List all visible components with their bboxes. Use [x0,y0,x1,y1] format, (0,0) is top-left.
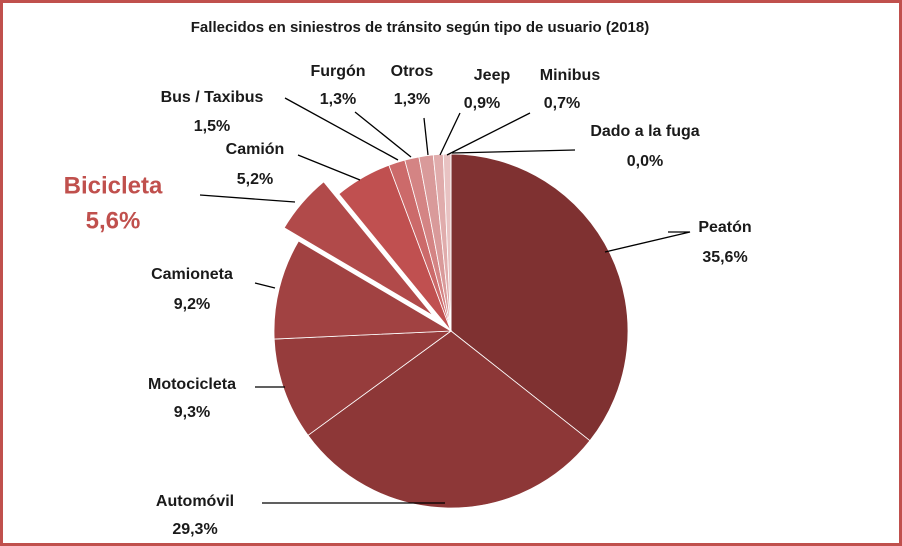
leader-line [423,117,429,156]
leader-line [199,194,296,203]
slice-value-label: 1,3% [394,91,430,108]
leader-line [604,231,691,253]
slice-label: Minibus [540,67,601,84]
slice-label: Bus / Taxibus [161,89,264,106]
slice-value-label: 9,2% [174,296,210,313]
leader-line [354,111,412,158]
leader-line [297,154,361,181]
leader-line [254,282,276,289]
slice-label: Bicicleta [64,172,163,199]
slice-label: Furgón [310,63,365,80]
slice-value-label: 0,7% [544,95,580,112]
slice-label: Otros [391,63,434,80]
slice-value-label: 0,0% [627,153,663,170]
slice-value-label: 1,3% [320,91,356,108]
slice-value-label: 9,3% [174,404,210,421]
pie-slice [450,153,629,442]
slice-label: Jeep [474,67,511,84]
slice-label: Dado a la fuga [590,123,699,140]
slice-label: Automóvil [156,493,234,510]
chart-title: Fallecidos en siniestros de tránsito seg… [191,19,649,36]
slice-label: Camión [226,141,285,158]
slice-value-label: 5,2% [237,171,273,188]
pie-slice [307,330,591,509]
slice-value-label: 5,6% [86,207,141,234]
slice-label: Motocicleta [148,376,236,393]
slice-value-label: 29,3% [172,521,217,538]
pie-slice [273,240,453,340]
pie-slice [273,330,453,436]
slice-value-label: 0,9% [464,95,500,112]
slice-label: Peatón [698,219,751,236]
leader-line [284,97,399,161]
leader-line [446,112,531,156]
pie-slice [282,179,437,319]
leader-line [451,149,576,154]
leader-line [439,112,461,156]
slice-label: Camioneta [151,266,233,283]
slice-value-label: 35,6% [702,249,747,266]
slice-value-label: 1,5% [194,118,230,135]
